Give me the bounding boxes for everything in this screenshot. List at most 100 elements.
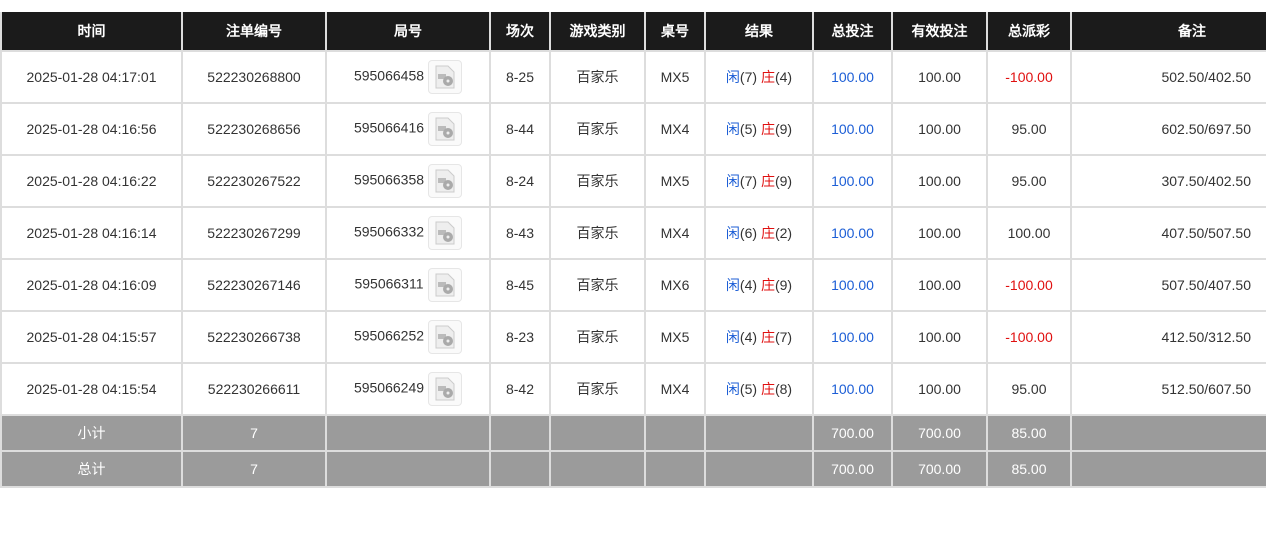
table-cell: MX5 bbox=[644, 154, 706, 208]
payout-cell: 95.00 bbox=[986, 102, 1072, 156]
valid-bet-cell: 100.00 bbox=[891, 102, 988, 156]
result-cell: 闲(4) 庄(7) bbox=[704, 310, 814, 364]
total-bet-link[interactable]: 100.00 bbox=[812, 102, 893, 156]
time-cell: 2025-01-28 04:16:56 bbox=[0, 102, 183, 156]
player-score: (4) bbox=[739, 329, 758, 345]
column-header: 备注 bbox=[1070, 12, 1266, 52]
payout-cell: 95.00 bbox=[986, 362, 1072, 416]
round-number: 595066332 bbox=[353, 223, 425, 240]
bet-id-cell: 522230268800 bbox=[181, 50, 327, 104]
player-label: 闲 bbox=[725, 381, 740, 397]
player-score: (7) bbox=[739, 69, 758, 85]
total-bet-link[interactable]: 100.00 bbox=[812, 310, 893, 364]
banker-label: 庄 bbox=[760, 225, 775, 241]
banker-score: (7) bbox=[774, 329, 793, 345]
session-cell: 8-44 bbox=[489, 102, 551, 156]
total-bet-link[interactable]: 100.00 bbox=[812, 362, 893, 416]
column-header: 局号 bbox=[325, 12, 491, 52]
session-cell: 8-45 bbox=[489, 258, 551, 312]
game-cell: 百家乐 bbox=[549, 310, 646, 364]
round-cell: 595066416 bbox=[325, 102, 491, 156]
game-cell: 百家乐 bbox=[549, 102, 646, 156]
player-label: 闲 bbox=[725, 69, 740, 85]
round-number: 595066311 bbox=[354, 275, 424, 292]
result-cell: 闲(5) 庄(9) bbox=[704, 102, 814, 156]
column-header: 有效投注 bbox=[891, 12, 988, 52]
bet-id-cell: 522230267146 bbox=[181, 258, 327, 312]
round-number: 595066416 bbox=[353, 119, 425, 136]
payout-cell: 95.00 bbox=[986, 154, 1072, 208]
game-cell: 百家乐 bbox=[549, 154, 646, 208]
player-score: (6) bbox=[739, 225, 758, 241]
valid-bet-cell: 100.00 bbox=[891, 258, 988, 312]
column-header: 场次 bbox=[489, 12, 551, 52]
bet-records-table: 时间 注单编号 局号 场次 游戏类别 桌号 结果 总投注 有效投注 总派彩 备注 2025-01-2… bbox=[0, 12, 1266, 488]
table-row: 2025-01-28 04:16:14 522230267299 5950663… bbox=[0, 206, 1266, 260]
banker-label: 庄 bbox=[760, 173, 775, 189]
column-header: 注单编号 bbox=[181, 12, 327, 52]
video-replay-icon[interactable] bbox=[427, 268, 462, 302]
banker-score: (2) bbox=[774, 225, 793, 241]
player-label: 闲 bbox=[725, 121, 740, 137]
round-cell: 595066332 bbox=[325, 206, 491, 260]
total-bet-link[interactable]: 100.00 bbox=[812, 154, 893, 208]
summary-row: 小计 7 700.00 700.00 85.00 bbox=[0, 414, 1266, 452]
summary-count: 7 bbox=[181, 450, 327, 488]
summary-row: 总计 7 700.00 700.00 85.00 bbox=[0, 450, 1266, 488]
total-bet-link[interactable]: 100.00 bbox=[812, 258, 893, 312]
table-row: 2025-01-28 04:16:09 522230267146 5950663… bbox=[0, 258, 1266, 312]
summary-valid: 700.00 bbox=[891, 450, 988, 488]
video-replay-icon[interactable] bbox=[428, 60, 463, 94]
time-cell: 2025-01-28 04:15:57 bbox=[0, 310, 183, 364]
total-bet-link[interactable]: 100.00 bbox=[812, 206, 893, 260]
game-cell: 百家乐 bbox=[549, 50, 646, 104]
column-header: 总派彩 bbox=[986, 12, 1072, 52]
video-replay-icon[interactable] bbox=[428, 216, 463, 250]
time-cell: 2025-01-28 04:15:54 bbox=[0, 362, 183, 416]
player-score: (4) bbox=[739, 277, 758, 293]
video-replay-icon[interactable] bbox=[428, 112, 463, 146]
video-replay-icon[interactable] bbox=[428, 372, 463, 406]
total-bet-link[interactable]: 100.00 bbox=[812, 50, 893, 104]
payout-cell: -100.00 bbox=[986, 258, 1072, 312]
banker-label: 庄 bbox=[760, 329, 775, 345]
round-number: 595066252 bbox=[353, 327, 425, 344]
result-cell: 闲(7) 庄(4) bbox=[704, 50, 814, 104]
valid-bet-cell: 100.00 bbox=[891, 206, 988, 260]
table-row: 2025-01-28 04:16:56 522230268656 5950664… bbox=[0, 102, 1266, 156]
time-cell: 2025-01-28 04:16:09 bbox=[0, 258, 183, 312]
time-cell: 2025-01-28 04:17:01 bbox=[0, 50, 183, 104]
valid-bet-cell: 100.00 bbox=[891, 50, 988, 104]
valid-bet-cell: 100.00 bbox=[891, 310, 988, 364]
round-number: 595066358 bbox=[353, 171, 425, 188]
round-number: 595066249 bbox=[353, 379, 425, 396]
note-cell: 512.50/607.50 bbox=[1070, 362, 1266, 416]
banker-label: 庄 bbox=[760, 277, 775, 293]
player-score: (5) bbox=[739, 381, 758, 397]
game-cell: 百家乐 bbox=[549, 258, 646, 312]
summary-total: 700.00 bbox=[812, 450, 893, 488]
table-row: 2025-01-28 04:15:57 522230266738 5950662… bbox=[0, 310, 1266, 364]
bet-id-cell: 522230267522 bbox=[181, 154, 327, 208]
payout-cell: 100.00 bbox=[986, 206, 1072, 260]
result-cell: 闲(5) 庄(8) bbox=[704, 362, 814, 416]
summary-total: 700.00 bbox=[812, 414, 893, 452]
table-row: 2025-01-28 04:16:22 522230267522 5950663… bbox=[0, 154, 1266, 208]
note-cell: 407.50/507.50 bbox=[1070, 206, 1266, 260]
summary-label: 小计 bbox=[0, 414, 183, 452]
banker-score: (9) bbox=[774, 121, 793, 137]
game-cell: 百家乐 bbox=[549, 206, 646, 260]
table-cell: MX6 bbox=[644, 258, 706, 312]
column-header: 总投注 bbox=[812, 12, 893, 52]
game-cell: 百家乐 bbox=[549, 362, 646, 416]
bet-id-cell: 522230268656 bbox=[181, 102, 327, 156]
video-replay-icon[interactable] bbox=[428, 320, 463, 354]
column-header: 时间 bbox=[0, 12, 183, 52]
table-cell: MX4 bbox=[644, 102, 706, 156]
summary-label: 总计 bbox=[0, 450, 183, 488]
note-cell: 307.50/402.50 bbox=[1070, 154, 1266, 208]
video-replay-icon[interactable] bbox=[428, 164, 463, 198]
round-cell: 595066249 bbox=[325, 362, 491, 416]
banker-score: (8) bbox=[774, 381, 793, 397]
payout-cell: -100.00 bbox=[986, 50, 1072, 104]
